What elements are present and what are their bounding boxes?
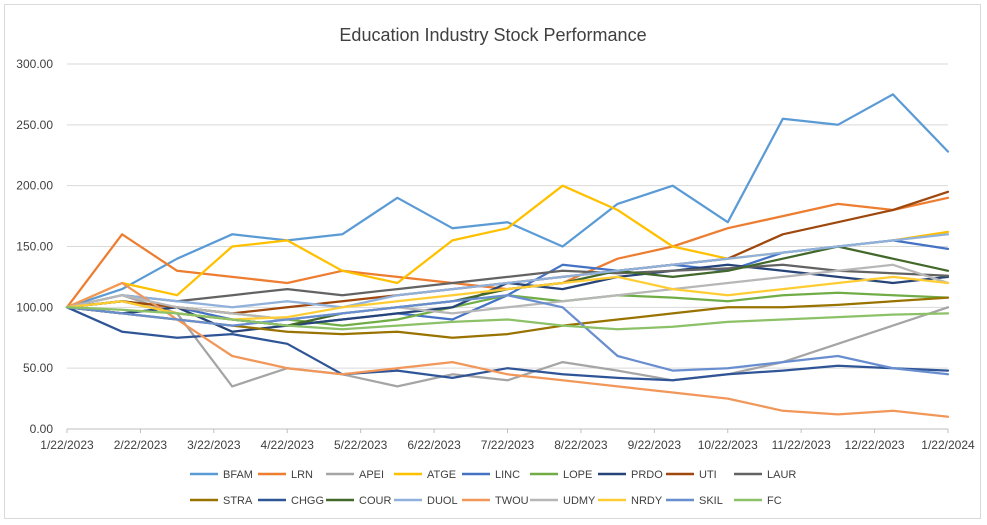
- legend-item-fc: FC: [734, 495, 782, 507]
- legend-item-stra: STRA: [190, 495, 253, 507]
- legend-label: PRDO: [631, 469, 663, 481]
- x-tick-label: 3/22/2023: [187, 438, 241, 452]
- series-line-skil: [65, 294, 950, 376]
- x-tick-label: 7/22/2023: [481, 438, 535, 452]
- x-tick-label: 4/22/2023: [261, 438, 315, 452]
- x-tick-label: 5/22/2023: [334, 438, 388, 452]
- x-tick-label: 11/22/2023: [772, 438, 831, 452]
- series-line-laur: [65, 263, 950, 309]
- legend-label: UTI: [699, 469, 717, 481]
- legend-label: BFAM: [223, 469, 253, 481]
- x-tick-label: 2/22/2023: [114, 438, 168, 452]
- chart-frame: [4, 4, 981, 519]
- y-tick-label: 300.00: [16, 57, 53, 71]
- legend-label: LRN: [291, 469, 313, 481]
- legend-item-duol: DUOL: [394, 495, 458, 507]
- y-tick-label: 50.00: [23, 361, 53, 375]
- legend-item-linc: LINC: [462, 469, 520, 481]
- legend-label: CHGG: [291, 495, 324, 507]
- x-tick-label: 6/22/2023: [407, 438, 461, 452]
- legend-item-lrn: LRN: [258, 469, 313, 481]
- legend-item-chgg: CHGG: [258, 495, 324, 507]
- legend-item-prdo: PRDO: [598, 469, 663, 481]
- series-line-lrn: [65, 196, 950, 309]
- legend-label: LOPE: [563, 469, 592, 481]
- legend-item-lope: LOPE: [530, 469, 592, 481]
- legend: BFAM LRN APEI ATGE LINC LOPE PRDO UTI LAUR STRA CH…: [190, 469, 796, 507]
- legend-item-udmy: UDMY: [530, 495, 596, 507]
- legend-item-laur: LAUR: [734, 469, 796, 481]
- legend-label: LAUR: [767, 469, 796, 481]
- legend-item-bfam: BFAM: [190, 469, 253, 481]
- x-tick-label: 1/22/2024: [921, 438, 975, 452]
- y-tick-label: 100.00: [16, 300, 53, 314]
- legend-label: DUOL: [427, 495, 458, 507]
- y-tick-label: 0.00: [30, 422, 54, 436]
- series-line-udmy: [65, 263, 950, 321]
- series-line-bfam: [65, 93, 950, 309]
- legend-item-apei: APEI: [326, 469, 384, 481]
- legend-label: FC: [767, 495, 782, 507]
- x-axis-ticks: 1/22/2023 2/22/2023 3/22/2023 4/22/2023 5/22…: [40, 429, 975, 452]
- y-axis-ticks: 0.00 50.00 100.00 150.00 200.00 250.00 300.00: [16, 57, 53, 436]
- legend-label: ATGE: [427, 469, 456, 481]
- legend-item-skil: SKIL: [666, 495, 723, 507]
- legend-label: NRDY: [631, 495, 663, 507]
- series-line-duol: [65, 233, 950, 309]
- series-line-twou: [65, 281, 950, 418]
- series-lines: [65, 93, 950, 418]
- x-tick-label: 9/22/2023: [628, 438, 682, 452]
- legend-label: LINC: [495, 469, 520, 481]
- chart-title: Education Industry Stock Performance: [339, 25, 646, 45]
- x-tick-label: 1/22/2023: [40, 438, 94, 452]
- legend-item-uti: UTI: [666, 469, 717, 481]
- legend-label: SKIL: [699, 495, 723, 507]
- legend-item-nrdy: NRDY: [598, 495, 663, 507]
- legend-label: STRA: [223, 495, 253, 507]
- x-tick-label: 10/22/2023: [698, 438, 758, 452]
- y-tick-label: 250.00: [16, 118, 53, 132]
- x-tick-label: 12/22/2023: [845, 438, 905, 452]
- y-tick-label: 200.00: [16, 179, 53, 193]
- x-tick-label: 8/22/2023: [554, 438, 608, 452]
- legend-label: TWOU: [495, 495, 529, 507]
- legend-item-atge: ATGE: [394, 469, 456, 481]
- legend-label: APEI: [359, 469, 384, 481]
- series-line-fc: [65, 306, 950, 331]
- legend-item-cour: COUR: [326, 495, 391, 507]
- series-line-apei: [65, 294, 950, 388]
- legend-item-twou: TWOU: [462, 495, 529, 507]
- y-tick-label: 150.00: [16, 240, 53, 254]
- legend-label: COUR: [359, 495, 391, 507]
- series-line-chgg: [65, 306, 950, 382]
- legend-label: UDMY: [563, 495, 596, 507]
